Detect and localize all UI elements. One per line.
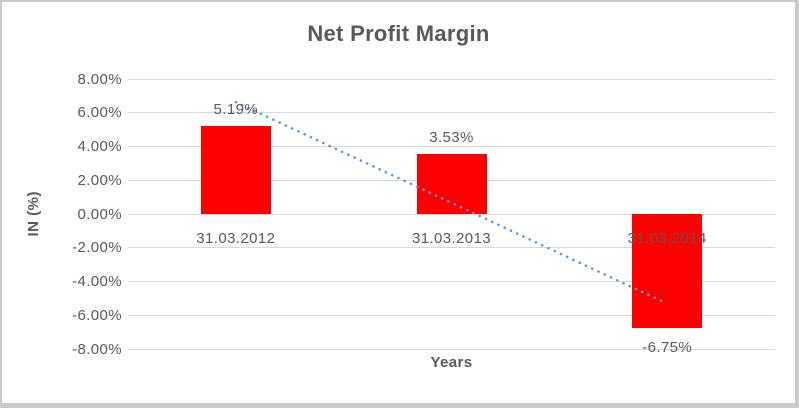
y-tick-label: -4.00% [72, 273, 122, 290]
trendline [234, 100, 669, 305]
y-tick-label: -6.00% [72, 306, 122, 324]
y-tick-label: -2.00% [72, 239, 122, 257]
gridline [128, 281, 775, 282]
x-category-label: 31.03.2013 [411, 230, 492, 247]
data-label: -6.75% [642, 338, 693, 356]
y-tick-label: 6.00% [77, 104, 122, 122]
x-axis-title: Years [430, 354, 473, 371]
gridline [128, 112, 775, 114]
y-tick-label: -8.00% [72, 340, 122, 358]
y-tick-label: 0.00% [77, 205, 122, 223]
gridline [128, 78, 775, 80]
gridline [128, 247, 775, 249]
bar-31.03.2012 [200, 126, 271, 214]
data-label: 5.19% [213, 101, 259, 119]
chart-title: Net Profit Margin [307, 21, 490, 46]
y-tick-label: 2.00% [77, 171, 122, 189]
y-tick-label: 8.00% [77, 70, 122, 88]
gridline [128, 348, 775, 350]
gridline [128, 146, 775, 147]
x-category-label: 31.03.2012 [196, 230, 276, 247]
y-tick-label: 4.00% [77, 138, 122, 155]
bar-31.03.2014 [632, 214, 703, 328]
x-category-label: 31.03.2014 [627, 230, 707, 247]
bar-31.03.2013 [416, 154, 487, 214]
gridline [128, 314, 775, 316]
data-label: 3.53% [429, 129, 474, 147]
plot-area: 5.19% 31.03.2012 3.53% 31.03.2013 -6.75% 31.0… [128, 78, 775, 356]
gridline [128, 213, 775, 215]
